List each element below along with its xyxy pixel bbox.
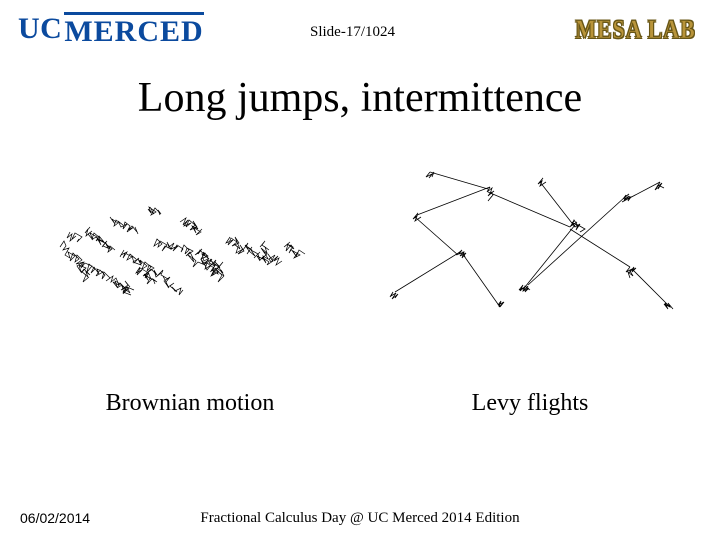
- logo-merced-text: MERCED: [64, 12, 203, 49]
- mesa-lab-label: MESA LAB: [576, 15, 696, 45]
- footer-edition: Fractional Calculus Day @ UC Merced 2014…: [0, 510, 720, 527]
- uc-merced-logo: UC MERCED: [18, 12, 204, 49]
- levy-caption: Levy flights: [370, 390, 690, 417]
- slide-title: Long jumps, intermittence: [0, 74, 720, 122]
- levy-flight-figure: [370, 152, 690, 332]
- brownian-caption: Brownian motion: [30, 390, 350, 417]
- levy-svg: [370, 157, 690, 327]
- brownian-svg: [30, 157, 350, 327]
- figures-row: [0, 152, 720, 332]
- slide-number-label: Slide-17/1024: [310, 24, 395, 41]
- slide-footer: 06/02/2014 Fractional Calculus Day @ UC …: [0, 510, 720, 526]
- logo-uc-text: UC: [18, 12, 62, 46]
- slide-header: UC MERCED Slide-17/1024 MESA LAB: [0, 0, 720, 56]
- captions-row: Brownian motion Levy flights: [0, 390, 720, 417]
- brownian-motion-figure: [30, 152, 350, 332]
